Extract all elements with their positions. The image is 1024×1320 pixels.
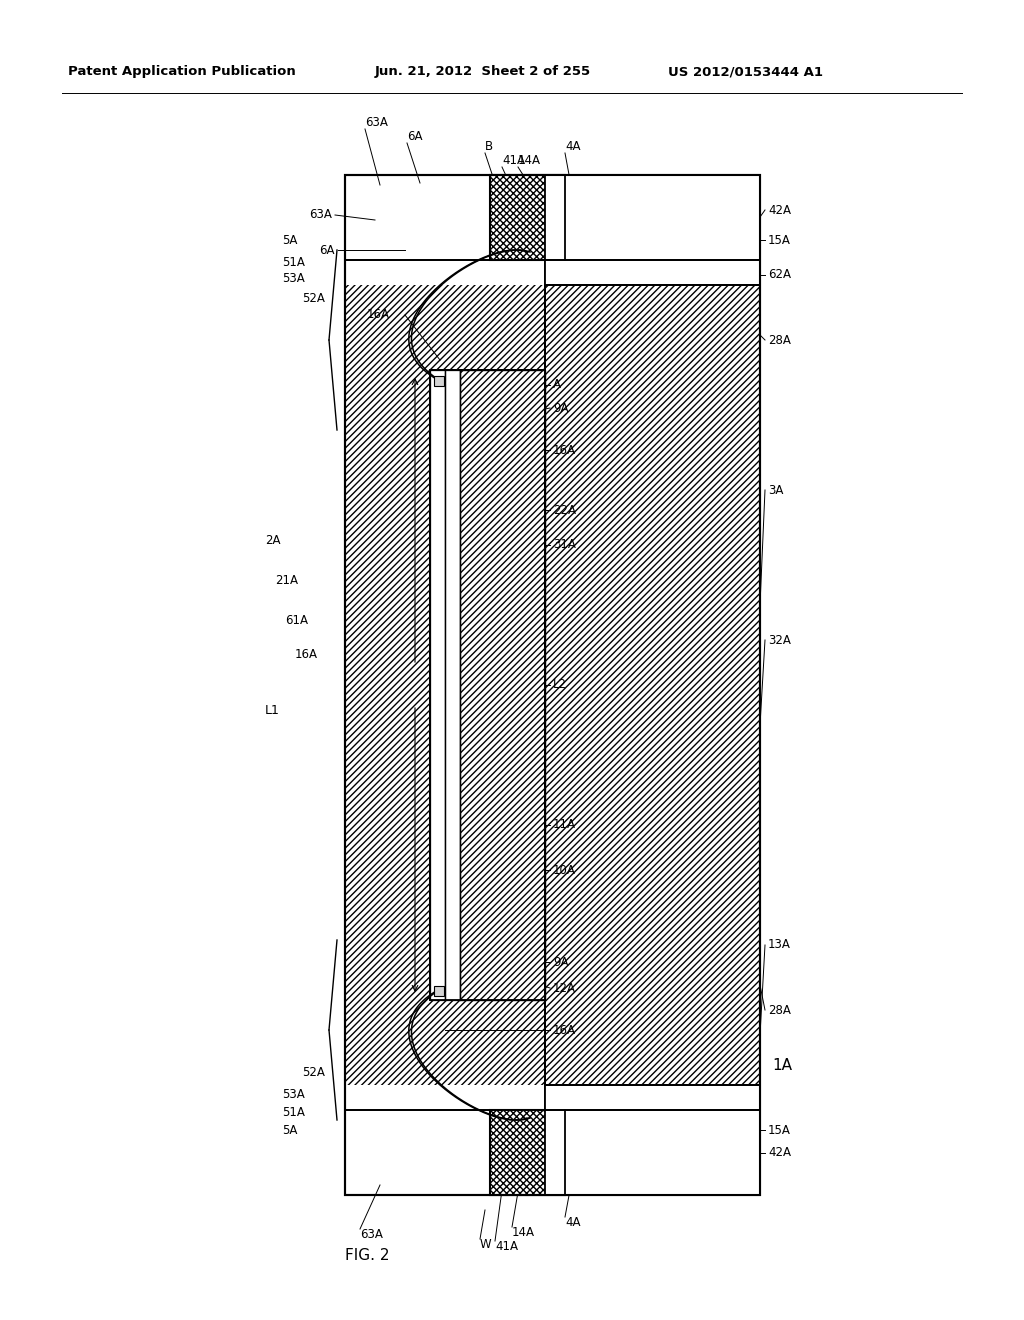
Bar (490, 176, 565, 260)
Text: 1A: 1A (772, 1057, 792, 1072)
Text: 16A: 16A (295, 648, 318, 661)
Text: 63A: 63A (365, 116, 388, 129)
Text: 4A: 4A (565, 140, 581, 153)
Text: 42A: 42A (768, 1147, 791, 1159)
Bar (430, 370, 545, 1001)
Text: L1: L1 (265, 704, 280, 717)
Text: 15A: 15A (768, 234, 791, 247)
Bar (445, 370, 460, 1001)
Text: 63A: 63A (309, 209, 332, 222)
Text: 5A: 5A (282, 1123, 297, 1137)
Text: 10A: 10A (553, 863, 575, 876)
Text: W: W (480, 1238, 492, 1251)
Text: US 2012/0153444 A1: US 2012/0153444 A1 (668, 66, 823, 78)
Text: 9A: 9A (553, 956, 568, 969)
Text: L2: L2 (553, 678, 567, 692)
Text: 16A: 16A (553, 444, 575, 457)
Text: 31A: 31A (553, 539, 575, 552)
Bar (430, 370, 445, 1001)
Text: Jun. 21, 2012  Sheet 2 of 255: Jun. 21, 2012 Sheet 2 of 255 (375, 66, 591, 78)
Text: 53A: 53A (282, 272, 305, 285)
Text: 51A: 51A (282, 256, 305, 268)
Text: 22A: 22A (553, 503, 575, 516)
Text: 51A: 51A (282, 1106, 305, 1118)
Text: 13A: 13A (768, 939, 791, 952)
Text: 41A: 41A (502, 154, 525, 168)
Text: 28A: 28A (768, 334, 791, 346)
Text: 12A: 12A (553, 982, 575, 994)
Text: 52A: 52A (302, 1065, 325, 1078)
Text: 16A: 16A (553, 1023, 575, 1036)
Text: 53A: 53A (282, 1088, 305, 1101)
Bar (545, 285, 760, 1085)
Text: 52A: 52A (302, 292, 325, 305)
Bar (545, 1085, 760, 1195)
Text: 61A: 61A (285, 614, 308, 627)
Bar (545, 176, 760, 1195)
Bar (345, 176, 545, 285)
Bar (345, 176, 545, 285)
Text: 21A: 21A (275, 573, 298, 586)
Text: 42A: 42A (768, 203, 791, 216)
Bar (434, 376, 444, 385)
Bar (345, 1085, 545, 1195)
Bar (345, 176, 545, 1195)
Bar (490, 176, 565, 260)
Text: 2A: 2A (265, 533, 281, 546)
Text: B: B (485, 140, 494, 153)
Text: Patent Application Publication: Patent Application Publication (68, 66, 296, 78)
Bar (545, 176, 760, 285)
Text: FIG. 2: FIG. 2 (345, 1247, 389, 1262)
Bar (490, 1110, 565, 1195)
Text: 6A: 6A (319, 243, 335, 256)
Text: 28A: 28A (768, 1003, 791, 1016)
Bar (545, 285, 760, 1085)
Text: 14A: 14A (518, 154, 541, 168)
Bar (345, 176, 760, 1195)
Text: 32A: 32A (768, 634, 791, 647)
Bar (345, 1085, 545, 1195)
Text: 63A: 63A (360, 1229, 383, 1242)
Text: 41A: 41A (495, 1241, 518, 1254)
Text: A: A (553, 379, 561, 392)
Text: 16A: 16A (367, 309, 390, 322)
Bar (490, 1110, 565, 1195)
Text: 11A: 11A (553, 818, 575, 832)
Bar (430, 370, 545, 1001)
Text: 3A: 3A (768, 483, 783, 496)
Bar (434, 986, 444, 997)
Text: 5A: 5A (282, 234, 297, 247)
Text: 15A: 15A (768, 1123, 791, 1137)
Bar (345, 176, 760, 1195)
Text: 4A: 4A (565, 1217, 581, 1229)
Bar (460, 370, 545, 1001)
Text: 62A: 62A (768, 268, 791, 281)
Text: 6A: 6A (407, 131, 423, 144)
Text: 9A: 9A (553, 401, 568, 414)
Text: 14A: 14A (512, 1226, 535, 1239)
